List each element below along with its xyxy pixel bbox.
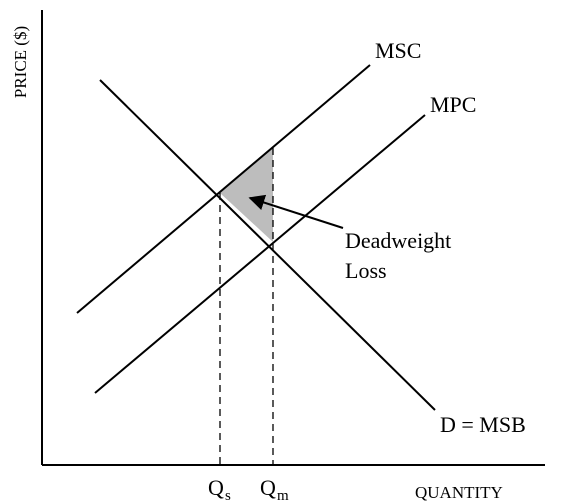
qm-sub: m [277,488,289,503]
demand-line [99,79,436,411]
qs-label: Q [208,475,224,500]
annotation: Loss [345,258,387,283]
msc-label: MSC [375,38,421,63]
deadweight-area [220,148,273,242]
msc-line [76,64,371,314]
demand-label: D = MSB [440,412,526,437]
mpc-label: MPC [430,92,476,117]
annotation: Deadweight [345,228,451,253]
mpc-line [94,114,426,394]
x-label: QUANTITY [415,483,503,502]
arrow [248,194,344,229]
y-label: PRICE ($) [11,26,30,98]
qs-sub: s [225,488,231,503]
qm-label: Q [260,475,276,500]
